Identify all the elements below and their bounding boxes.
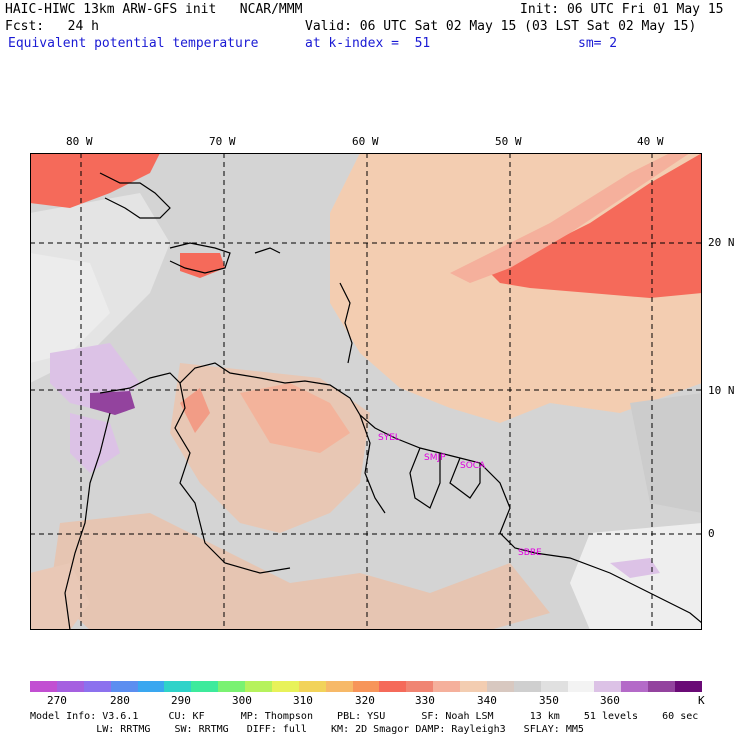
- header-title: HAIC-HIWC 13km ARW-GFS init NCAR/MMM: [5, 2, 303, 17]
- colorbar: [30, 681, 702, 692]
- tan-region-south: [50, 513, 550, 630]
- purple-region-colombia-inland: [70, 413, 120, 473]
- colorbar-swatch: [325, 681, 353, 692]
- colorbar-swatch: [164, 681, 192, 692]
- cb-label-330: 330: [415, 694, 435, 707]
- colorbar-swatch: [83, 681, 111, 692]
- lon-label-60w: 60 W: [352, 135, 379, 148]
- red-region-northeast: [490, 153, 702, 298]
- colorbar-swatch: [352, 681, 380, 692]
- lat-label-20n: 20 N: [708, 236, 735, 249]
- tan-patch-southwest: [30, 563, 90, 630]
- model-info-line2: LW: RRTMG SW: RRTMG DIFF: full KM: 2D Sm…: [30, 724, 584, 735]
- red-region-northwest: [30, 153, 160, 208]
- gray-region-east: [630, 393, 702, 513]
- salmon-patch-guyana: [240, 383, 350, 453]
- station-sbbe: SBBE: [518, 548, 542, 558]
- colorbar-swatch: [621, 681, 649, 692]
- station-soca: SOCA: [460, 461, 486, 471]
- purple-patch-south: [610, 558, 660, 578]
- theta-e-map: SYEL SMJP SOCA SBBE: [30, 153, 702, 630]
- level-index: at k-index = 51: [305, 36, 431, 51]
- salmon-band-northeast: [450, 153, 690, 283]
- forecast-hour: Fcst: 24 h: [5, 19, 99, 34]
- red-patch-hispaniola: [180, 253, 225, 278]
- latlon-grid: [30, 153, 702, 630]
- smoothing: sm= 2: [578, 36, 618, 51]
- colorbar-swatch: [30, 681, 57, 692]
- cb-label-units: K: [698, 694, 705, 707]
- station-smjp: SMJP: [424, 453, 446, 463]
- lon-label-50w: 50 W: [495, 135, 522, 148]
- colorbar-swatch: [648, 681, 675, 692]
- colorbar-swatch: [675, 681, 702, 692]
- colorbar-swatch: [433, 681, 460, 692]
- colorbar-swatch: [218, 681, 245, 692]
- colorbar-swatch: [271, 681, 299, 692]
- colorbar-swatch: [594, 681, 622, 692]
- cb-label-320: 320: [355, 694, 375, 707]
- station-syel: SYEL: [378, 433, 400, 443]
- colorbar-swatch: [298, 681, 326, 692]
- colorbar-swatch: [379, 681, 407, 692]
- cb-label-360: 360: [600, 694, 620, 707]
- lat-label-10n: 10 N: [708, 384, 735, 397]
- cb-label-310: 310: [293, 694, 313, 707]
- colorbar-swatch: [486, 681, 514, 692]
- field-name: Equivalent potential temperature: [8, 36, 259, 51]
- darkpurple-patch: [90, 391, 135, 415]
- init-time: Init: 06 UTC Fri 01 May 15: [520, 2, 724, 17]
- lat-label-0: 0: [708, 527, 715, 540]
- colorbar-swatch: [137, 681, 165, 692]
- colorbar-swatch: [406, 681, 434, 692]
- cb-label-270: 270: [47, 694, 67, 707]
- coastlines: [64, 172, 702, 630]
- lon-label-80w: 80 W: [66, 135, 93, 148]
- valid-time: Valid: 06 UTC Sat 02 May 15 (03 LST Sat …: [305, 19, 697, 34]
- cb-label-350: 350: [539, 694, 559, 707]
- colorbar-swatch: [513, 681, 541, 692]
- colorbar-swatch: [191, 681, 219, 692]
- colorbar-swatch: [540, 681, 568, 692]
- lon-label-70w: 70 W: [209, 135, 236, 148]
- cb-label-300: 300: [232, 694, 252, 707]
- model-info-line1: Model Info: V3.6.1 CU: KF MP: Thompson P…: [30, 711, 699, 722]
- cb-label-340: 340: [477, 694, 497, 707]
- colorbar-swatch: [56, 681, 84, 692]
- white-region-west: [30, 253, 110, 363]
- colorbar-swatch: [110, 681, 138, 692]
- lon-label-40w: 40 W: [637, 135, 664, 148]
- colorbar-swatch: [567, 681, 595, 692]
- colorbar-swatch: [245, 681, 272, 692]
- cb-label-280: 280: [110, 694, 130, 707]
- cb-label-290: 290: [171, 694, 191, 707]
- salmon-patch-venezuela: [180, 388, 210, 433]
- colorbar-swatch: [460, 681, 487, 692]
